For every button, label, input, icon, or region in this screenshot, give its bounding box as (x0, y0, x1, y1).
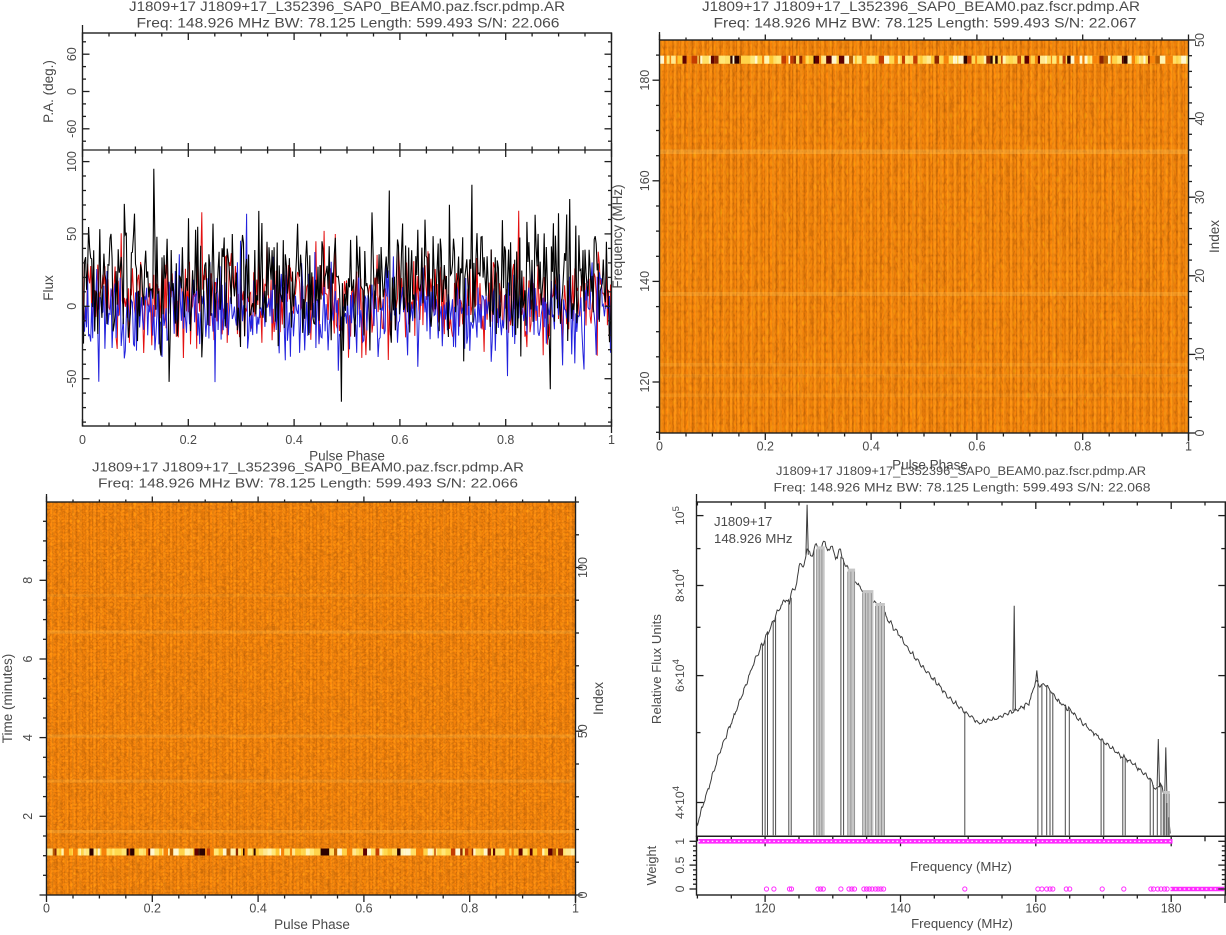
svg-text:Pulse Phase: Pulse Phase (892, 458, 968, 473)
svg-text:100: 100 (576, 557, 590, 578)
svg-text:6: 6 (21, 655, 35, 662)
svg-text:140: 140 (638, 271, 652, 292)
svg-text:4×104: 4×104 (671, 786, 687, 819)
svg-text:P.A. (deg.): P.A. (deg.) (41, 60, 56, 123)
svg-text:0.4: 0.4 (862, 440, 879, 454)
svg-text:50: 50 (576, 724, 590, 738)
svg-text:6×104: 6×104 (671, 659, 687, 692)
svg-text:180: 180 (1161, 902, 1182, 916)
svg-text:Time (minutes): Time (minutes) (0, 654, 15, 744)
svg-text:Pulse Phase: Pulse Phase (309, 449, 385, 464)
svg-text:Frequency (MHz): Frequency (MHz) (610, 184, 625, 288)
svg-text:148.926 MHz: 148.926 MHz (714, 531, 792, 546)
svg-text:40: 40 (1193, 112, 1207, 126)
svg-text:Freq: 148.926 MHz BW: 78.125 L: Freq: 148.926 MHz BW: 78.125 Length: 599… (714, 16, 1137, 31)
svg-text:-50: -50 (65, 370, 79, 388)
svg-text:0: 0 (65, 303, 79, 310)
svg-text:0: 0 (673, 885, 687, 892)
svg-text:0.8: 0.8 (497, 433, 514, 447)
svg-text:0.6: 0.6 (355, 902, 372, 916)
svg-text:50: 50 (1193, 33, 1207, 47)
svg-text:180: 180 (638, 70, 652, 91)
svg-text:4: 4 (21, 734, 35, 741)
svg-text:Index: Index (1207, 220, 1222, 253)
svg-text:0.6: 0.6 (391, 433, 408, 447)
svg-text:1: 1 (1185, 440, 1192, 454)
svg-text:J1809+17 J1809+17_L352396_SAP0: J1809+17 J1809+17_L352396_SAP0_BEAM0.paz… (92, 460, 524, 475)
svg-text:120: 120 (755, 902, 776, 916)
svg-text:20: 20 (1193, 269, 1207, 283)
svg-text:Frequency (MHz): Frequency (MHz) (911, 916, 1013, 931)
svg-text:Freq: 148.926 MHz BW: 78.125 L: Freq: 148.926 MHz BW: 78.125 Length: 599… (98, 476, 518, 491)
svg-text:160: 160 (1025, 902, 1046, 916)
svg-text:Flux: Flux (41, 275, 56, 301)
svg-text:Freq: 148.926 MHz BW: 78.125 L: Freq: 148.926 MHz BW: 78.125 Length: 599… (774, 481, 1151, 495)
svg-text:50: 50 (65, 227, 79, 241)
svg-text:-60: -60 (65, 120, 79, 138)
svg-text:1: 1 (673, 838, 687, 845)
svg-text:Weight: Weight (644, 845, 659, 885)
svg-text:0.6: 0.6 (968, 440, 985, 454)
svg-text:1: 1 (572, 902, 579, 916)
svg-text:Frequency (MHz): Frequency (MHz) (910, 859, 1012, 874)
svg-text:J1809+17 J1809+17_L352396_SAP0: J1809+17 J1809+17_L352396_SAP0_BEAM0.paz… (702, 0, 1140, 14)
svg-text:0.4: 0.4 (285, 433, 302, 447)
svg-text:0: 0 (43, 902, 50, 916)
svg-text:160: 160 (638, 170, 652, 191)
svg-text:0.8: 0.8 (1074, 440, 1091, 454)
svg-text:30: 30 (1193, 190, 1207, 204)
svg-text:0: 0 (656, 440, 663, 454)
svg-text:0.2: 0.2 (180, 433, 197, 447)
svg-text:140: 140 (890, 902, 911, 916)
svg-text:1: 1 (608, 433, 615, 447)
svg-text:0.4: 0.4 (249, 902, 266, 916)
svg-text:0: 0 (576, 891, 590, 898)
svg-text:0.8: 0.8 (461, 902, 478, 916)
svg-text:2: 2 (21, 813, 35, 820)
svg-text:0.2: 0.2 (144, 902, 161, 916)
svg-text:Relative Flux Units: Relative Flux Units (649, 614, 664, 724)
svg-text:100: 100 (65, 151, 79, 172)
svg-text:Pulse Phase: Pulse Phase (274, 917, 350, 932)
svg-text:60: 60 (65, 47, 79, 61)
svg-text:Index: Index (591, 682, 606, 715)
svg-text:J1809+17: J1809+17 (714, 514, 772, 529)
svg-text:120: 120 (638, 372, 652, 393)
svg-text:8: 8 (21, 577, 35, 584)
svg-text:J1809+17 J1809+17_L352396_SAP0: J1809+17 J1809+17_L352396_SAP0_BEAM0.paz… (776, 464, 1146, 478)
svg-text:Freq: 148.926 MHz BW: 78.125 L: Freq: 148.926 MHz BW: 78.125 Length: 599… (137, 16, 560, 31)
svg-text:J1809+17 J1809+17_L352396_SAP0: J1809+17 J1809+17_L352396_SAP0_BEAM0.paz… (129, 0, 565, 14)
svg-text:0: 0 (79, 433, 86, 447)
svg-text:10: 10 (1193, 347, 1207, 361)
svg-text:0.5: 0.5 (673, 856, 687, 873)
svg-text:0.2: 0.2 (757, 440, 774, 454)
svg-text:8×104: 8×104 (671, 569, 687, 602)
svg-text:0: 0 (65, 88, 79, 95)
svg-text:0: 0 (1193, 429, 1207, 436)
